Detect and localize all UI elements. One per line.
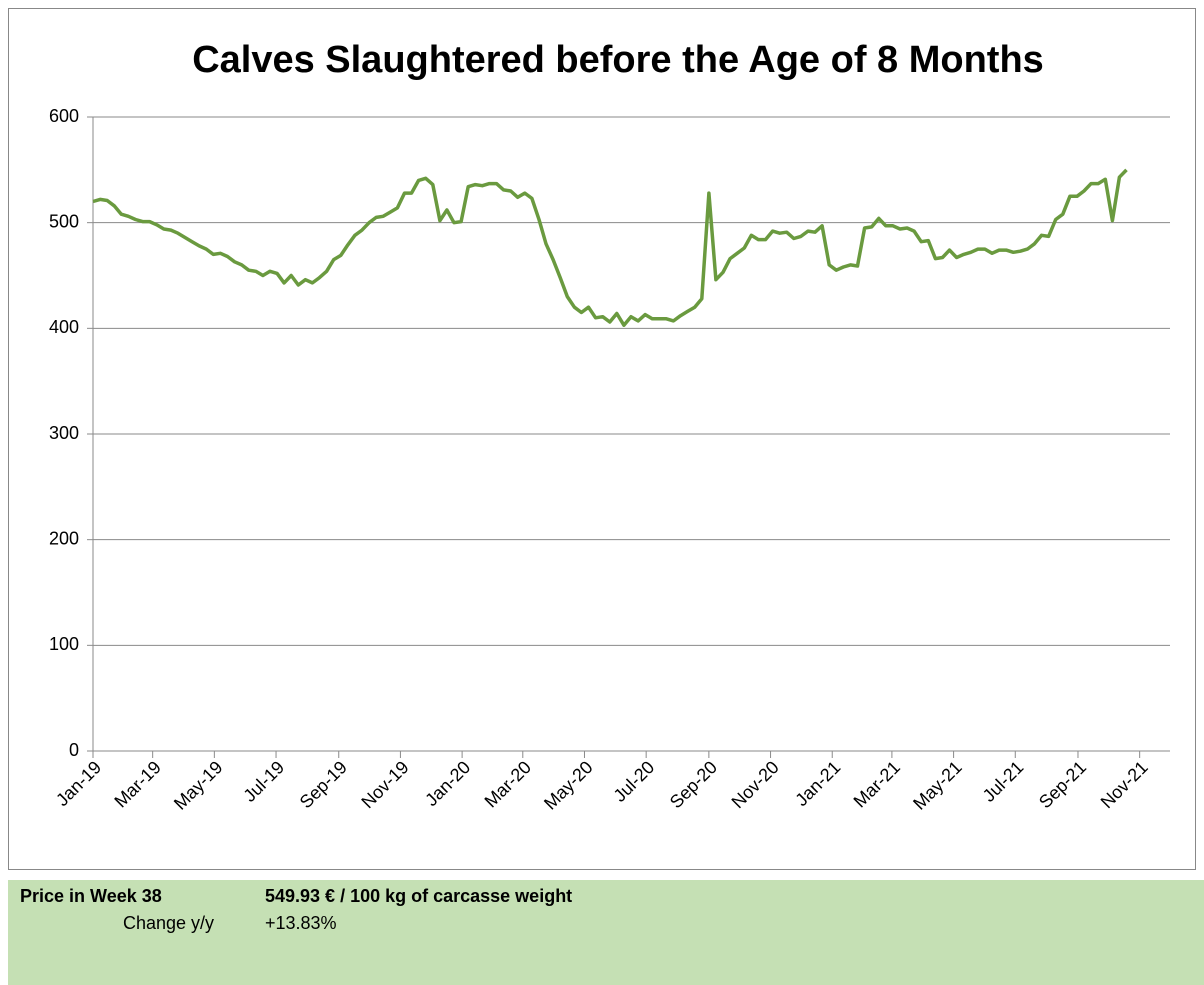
y-tick-label: 400	[49, 317, 79, 337]
data-line	[92, 168, 1128, 327]
y-tick-label: 0	[69, 740, 79, 760]
panel-value: 549.93 € / 100 kg of carcasse weight	[265, 886, 573, 906]
y-tick-label: 200	[49, 528, 79, 548]
y-tick-label: 300	[49, 423, 79, 443]
panel-label: Price in Week 38	[20, 886, 162, 906]
info-panel: Price in Week 38 549.93 € / 100 kg of ca…	[8, 880, 1204, 985]
y-tick-label: 600	[49, 106, 79, 126]
chart: Calves Slaughtered before the Age of 8 M…	[8, 8, 1196, 870]
y-tick-label: 100	[49, 634, 79, 654]
change-label: Change y/y	[123, 913, 215, 933]
change-value: +13.83%	[265, 913, 337, 933]
chart-border	[8, 8, 1196, 870]
y-tick-label: 500	[49, 211, 79, 231]
chart-title: Calves Slaughtered before the Age of 8 M…	[192, 39, 1044, 81]
